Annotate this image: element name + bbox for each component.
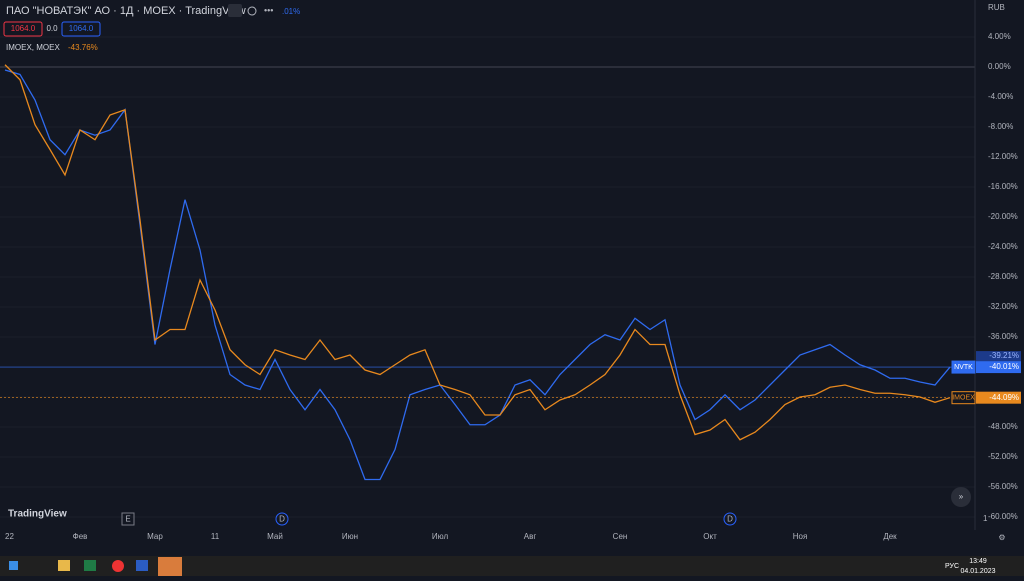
x-tick-label: Дек [883, 532, 897, 541]
x-tick-label: Июл [432, 532, 449, 541]
x-tick-label: Ноя [793, 532, 808, 541]
last-value-tag [976, 391, 1021, 404]
x-tick-label: Авг [524, 532, 537, 541]
y-tick-label: -16.00% [988, 182, 1018, 191]
name-tag [951, 360, 976, 374]
series-name: NVTK [954, 364, 973, 371]
sell-box[interactable] [3, 21, 43, 37]
spread: 0.0 [46, 24, 58, 33]
dividend-label[interactable]: D [279, 515, 285, 524]
compare-name: IMOEX, MOEX [6, 43, 60, 52]
y-tick-label: -4.00% [988, 92, 1013, 101]
symbol-title: ПАО "НОВАТЭК" АО · 1Д · MOEX · TradingVi… [6, 5, 246, 17]
eye-icon[interactable] [247, 6, 257, 16]
alt-value-tag [976, 351, 1021, 362]
icon[interactable] [228, 4, 242, 17]
x-tick-label: Май [267, 532, 283, 541]
dividend-marker[interactable] [723, 512, 737, 526]
dividend-label[interactable]: D [727, 515, 733, 524]
y-tick-label: -32.00% [988, 302, 1018, 311]
clipped-change: .01% [282, 7, 300, 16]
alt-value-label: -39.21% [989, 351, 1019, 360]
x-tick-label: Сен [613, 532, 628, 541]
last-value-label: -40.01% [989, 362, 1019, 371]
scroll-button[interactable] [951, 487, 971, 507]
x-tick-label: Июн [342, 532, 358, 541]
dividend-marker[interactable] [275, 512, 289, 526]
y-tick-label: 4.00% [988, 32, 1011, 41]
y-tick-label: 0.00% [988, 62, 1011, 71]
y-tick-label: -56.00% [988, 482, 1018, 491]
buy-box[interactable] [61, 21, 101, 37]
corner-label: 1 [983, 514, 988, 523]
y-tick-label: -8.00% [988, 122, 1013, 131]
series-line [4, 69, 951, 481]
app-icon[interactable] [158, 557, 182, 576]
app-icon[interactable] [58, 560, 70, 571]
y-tick-label: -60.00% [988, 512, 1018, 521]
x-tick-label: Мар [147, 532, 163, 541]
app-icon[interactable] [112, 560, 124, 572]
clock-time[interactable]: 13:49 [969, 558, 987, 565]
settings-icon[interactable]: ⚙ [998, 533, 1005, 542]
earnings-label[interactable]: E [125, 515, 130, 524]
earnings-marker[interactable] [121, 512, 135, 526]
app-icon[interactable] [84, 560, 96, 571]
x-tick-label: Окт [703, 532, 717, 541]
sell-price[interactable]: 1064.0 [11, 24, 36, 33]
name-tag [951, 391, 976, 405]
last-value-label: -44.09% [989, 393, 1019, 402]
plot [0, 36, 975, 518]
app-icon[interactable] [136, 560, 148, 571]
language[interactable]: РУС [945, 563, 959, 570]
y-tick-label: -48.00% [988, 422, 1018, 431]
scroll-icon[interactable]: » [959, 492, 964, 501]
series-line [4, 64, 951, 441]
last-value-tag [976, 361, 1021, 374]
taskbar [0, 556, 1024, 576]
x-tick-label: 22 [5, 532, 14, 541]
y-tick-label: -36.00% [988, 332, 1018, 341]
start-button[interactable] [9, 561, 18, 570]
series-name: IMOEX [952, 395, 975, 402]
x-tick-label: 11 [211, 532, 220, 541]
y-tick-label: -28.00% [988, 272, 1018, 281]
logo: TradingView [8, 509, 67, 520]
y-tick-label: -52.00% [988, 452, 1018, 461]
y-tick-label: -20.00% [988, 212, 1018, 221]
buy-price[interactable]: 1064.0 [69, 24, 94, 33]
more-icon[interactable]: ••• [264, 5, 273, 15]
x-tick-label: Фев [73, 532, 88, 541]
y-tick-label: -24.00% [988, 242, 1018, 251]
y-tick-label: -12.00% [988, 152, 1018, 161]
clock-date[interactable]: 04.01.2023 [960, 568, 995, 575]
currency[interactable]: RUB [988, 3, 1005, 12]
compare-change: -43.76% [68, 43, 98, 52]
